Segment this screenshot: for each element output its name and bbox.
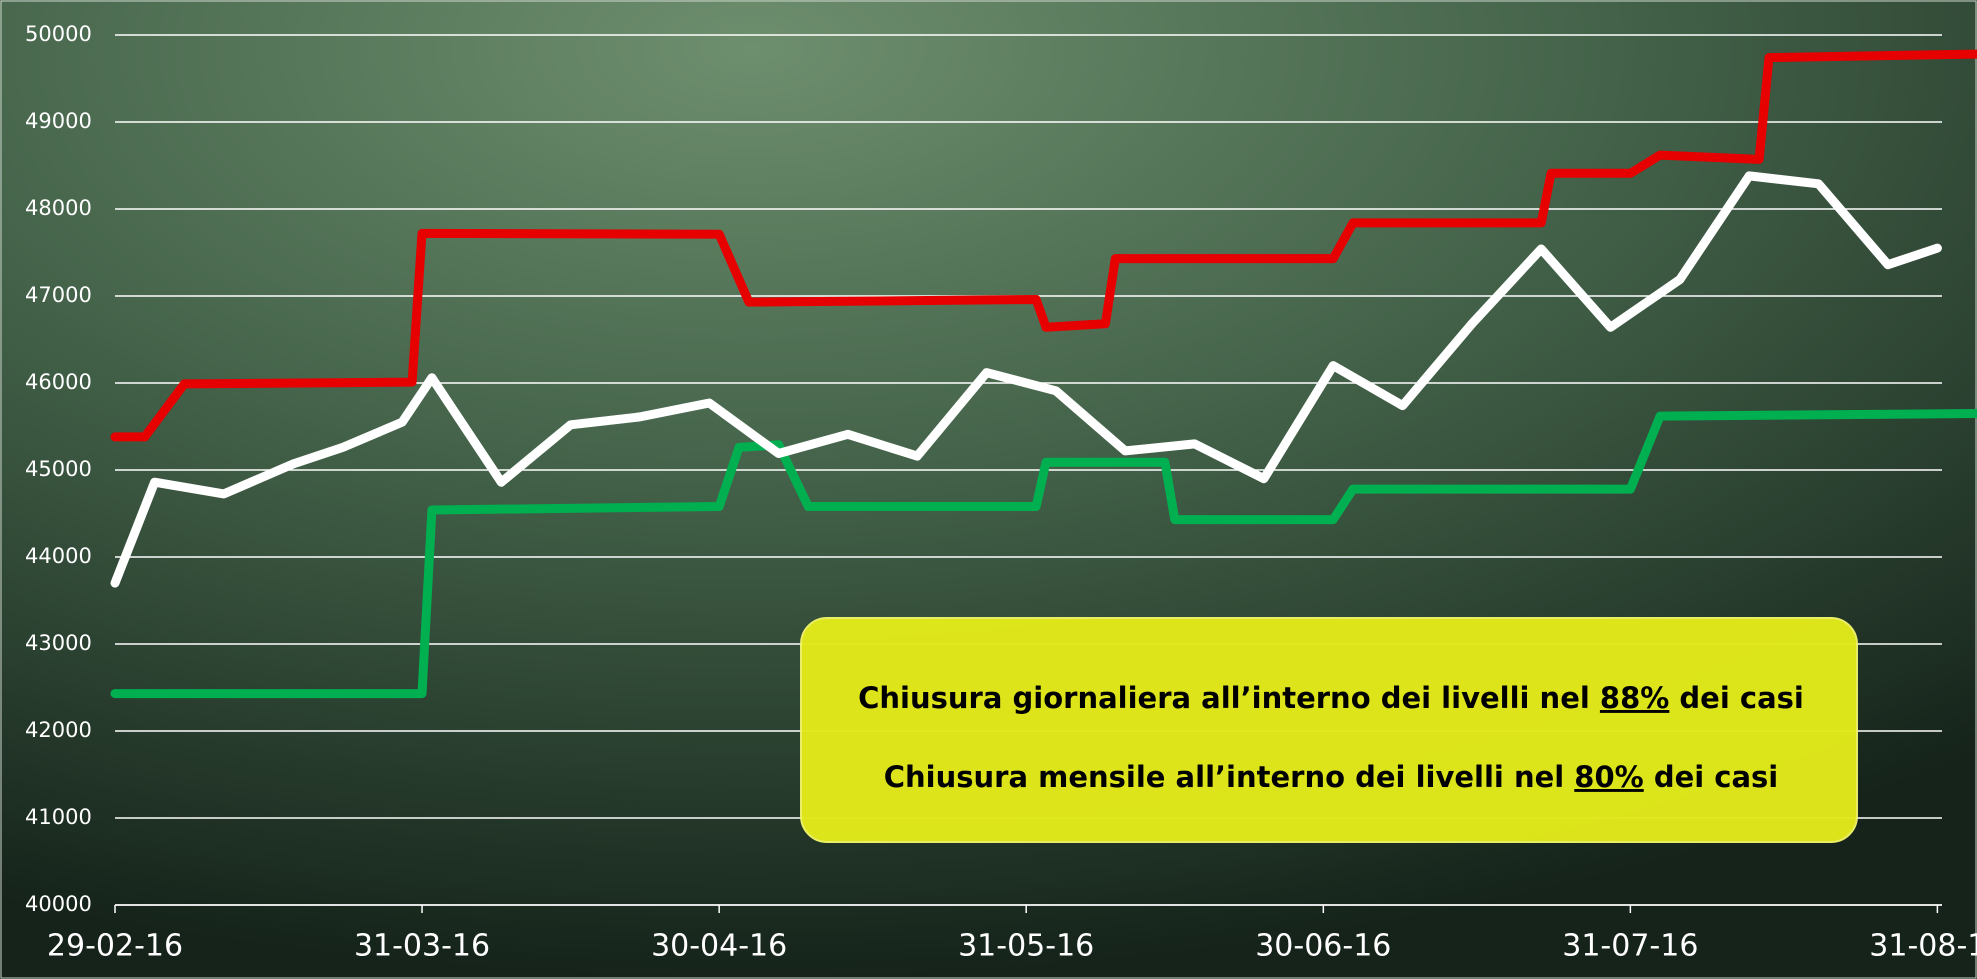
x-tick-label: 29-02-16	[47, 929, 183, 964]
x-tick-label: 31-07-16	[1562, 929, 1698, 964]
annotation-emphasis: 80%	[1574, 760, 1643, 794]
annotation-part: Chiusura giornaliera all’interno dei liv…	[858, 681, 1600, 715]
x-tick-label: 31-03-16	[354, 929, 490, 964]
annotation-part: dei casi	[1644, 760, 1779, 794]
y-tick-label: 48000	[25, 196, 92, 220]
y-tick-label: 42000	[25, 718, 92, 742]
x-tick-label: 31-05-16	[958, 929, 1094, 964]
series-line	[110, 409, 1977, 699]
x-tick-label: 30-06-16	[1255, 929, 1391, 964]
annotation-text: Chiusura giornaliera all’interno dei liv…	[858, 681, 1804, 715]
y-tick-label: 47000	[25, 283, 92, 307]
annotation-text: Chiusura mensile all’interno dei livelli…	[884, 760, 1779, 794]
series-line	[110, 49, 1977, 442]
x-tick-label: 30-04-16	[651, 929, 787, 964]
y-tick-label: 50000	[25, 22, 92, 46]
annotation-box	[800, 617, 1858, 843]
series-line	[110, 171, 1942, 588]
y-tick-label: 45000	[25, 457, 92, 481]
annotation-part: Chiusura mensile all’interno dei livelli…	[884, 760, 1575, 794]
y-tick-label: 46000	[25, 370, 92, 394]
annotation-emphasis: 88%	[1600, 681, 1669, 715]
y-tick-label: 49000	[25, 109, 92, 133]
y-tick-label: 41000	[25, 805, 92, 829]
y-tick-label: 40000	[25, 892, 92, 916]
annotation-part: dei casi	[1669, 681, 1804, 715]
y-tick-label: 44000	[25, 544, 92, 568]
y-tick-label: 43000	[25, 631, 92, 655]
x-tick-label: 31-08-16	[1869, 929, 1977, 964]
